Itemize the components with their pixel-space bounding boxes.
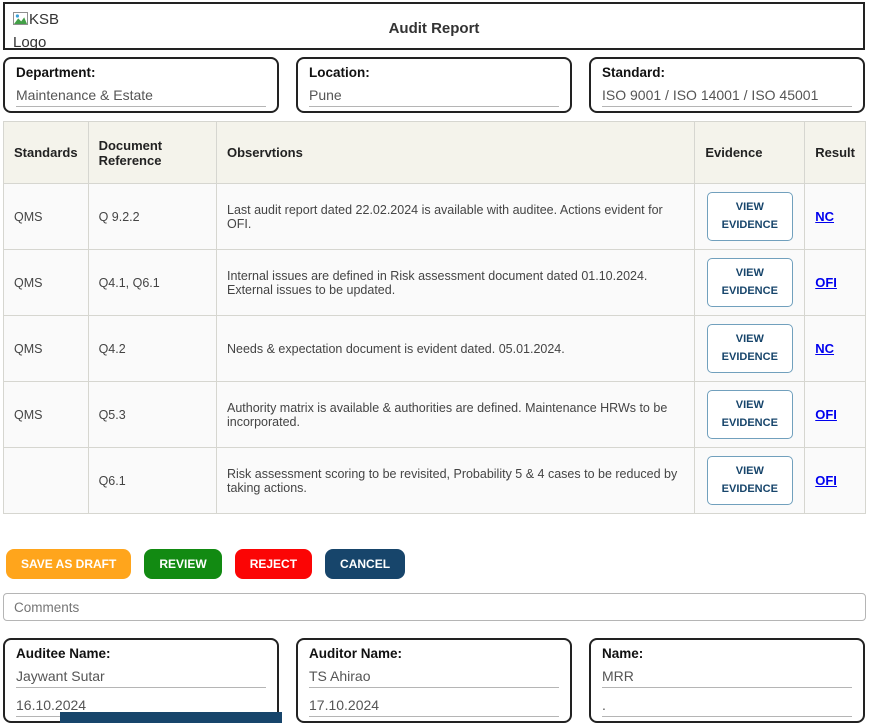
doc-ref-cell: Q 9.2.2 xyxy=(88,184,216,250)
auditee-name-input[interactable] xyxy=(16,666,266,688)
standard-fieldset: Standard: xyxy=(589,57,865,113)
result-link[interactable]: NC xyxy=(815,341,834,356)
page-title: Audit Report xyxy=(5,4,863,50)
comments-input[interactable] xyxy=(3,593,866,621)
auditor-fieldset: Auditor Name: xyxy=(296,638,572,723)
view-evidence-button[interactable]: VIEW EVIDENCE xyxy=(707,258,793,306)
info-fieldset-row: Department: Location: Standard: xyxy=(3,57,865,113)
doc-ref-cell: Q6.1 xyxy=(88,448,216,514)
reviewer-name-input[interactable] xyxy=(602,666,852,688)
doc-ref-cell: Q4.2 xyxy=(88,316,216,382)
department-input[interactable] xyxy=(16,85,266,107)
reviewer-fieldset: Name: xyxy=(589,638,865,723)
standard-cell: QMS xyxy=(4,316,89,382)
table-row: QMS Q 9.2.2 Last audit report dated 22.0… xyxy=(4,184,866,250)
view-evidence-button[interactable]: VIEW EVIDENCE xyxy=(707,456,793,504)
table-row: QMS Q5.3 Authority matrix is available &… xyxy=(4,382,866,448)
review-button[interactable]: REVIEW xyxy=(144,549,221,579)
result-link[interactable]: OFI xyxy=(815,407,837,422)
location-label: Location: xyxy=(309,65,559,80)
observation-cell: Last audit report dated 22.02.2024 is av… xyxy=(217,184,695,250)
department-label: Department: xyxy=(16,65,266,80)
doc-ref-cell: Q5.3 xyxy=(88,382,216,448)
standard-cell xyxy=(4,448,89,514)
header-evidence: Evidence xyxy=(695,122,805,184)
signature-fieldset-row: Auditee Name: Auditor Name: Name: xyxy=(3,638,865,723)
table-row: QMS Q4.2 Needs & expectation document is… xyxy=(4,316,866,382)
observation-cell: Authority matrix is available & authorit… xyxy=(217,382,695,448)
standard-cell: QMS xyxy=(4,250,89,316)
standard-input[interactable] xyxy=(602,85,852,107)
table-header-row: Standards Document Reference Observtions… xyxy=(4,122,866,184)
header-standards: Standards xyxy=(4,122,89,184)
bottom-scrollbar[interactable] xyxy=(60,712,282,723)
auditor-date-input[interactable] xyxy=(309,695,559,717)
observation-cell: Internal issues are defined in Risk asse… xyxy=(217,250,695,316)
header-observations: Observtions xyxy=(217,122,695,184)
reviewer-name-label: Name: xyxy=(602,646,852,661)
standard-label: Standard: xyxy=(602,65,852,80)
auditee-fieldset: Auditee Name: xyxy=(3,638,279,723)
action-button-row: SAVE AS DRAFT REVIEW REJECT CANCEL xyxy=(6,549,881,579)
view-evidence-button[interactable]: VIEW EVIDENCE xyxy=(707,324,793,372)
doc-ref-cell: Q4.1, Q6.1 xyxy=(88,250,216,316)
view-evidence-button[interactable]: VIEW EVIDENCE xyxy=(707,390,793,438)
location-input[interactable] xyxy=(309,85,559,107)
location-fieldset: Location: xyxy=(296,57,572,113)
audit-report-page: KSB Logo Audit Report Department: Locati… xyxy=(0,0,881,723)
observation-cell: Risk assessment scoring to be revisited,… xyxy=(217,448,695,514)
observation-cell: Needs & expectation document is evident … xyxy=(217,316,695,382)
standard-cell: QMS xyxy=(4,382,89,448)
observations-table: Standards Document Reference Observtions… xyxy=(3,121,866,514)
result-link[interactable]: OFI xyxy=(815,473,837,488)
table-row: QMS Q4.1, Q6.1 Internal issues are defin… xyxy=(4,250,866,316)
reviewer-date-input[interactable] xyxy=(602,695,852,717)
auditor-name-label: Auditor Name: xyxy=(309,646,559,661)
save-as-draft-button[interactable]: SAVE AS DRAFT xyxy=(6,549,131,579)
report-header: KSB Logo Audit Report xyxy=(3,2,865,50)
auditee-name-label: Auditee Name: xyxy=(16,646,266,661)
standard-cell: QMS xyxy=(4,184,89,250)
department-fieldset: Department: xyxy=(3,57,279,113)
header-result: Result xyxy=(805,122,866,184)
view-evidence-button[interactable]: VIEW EVIDENCE xyxy=(707,192,793,240)
reject-button[interactable]: REJECT xyxy=(235,549,312,579)
cancel-button[interactable]: CANCEL xyxy=(325,549,405,579)
auditor-name-input[interactable] xyxy=(309,666,559,688)
result-link[interactable]: NC xyxy=(815,209,834,224)
result-link[interactable]: OFI xyxy=(815,275,837,290)
header-doc-reference: Document Reference xyxy=(88,122,216,184)
table-row: Q6.1 Risk assessment scoring to be revis… xyxy=(4,448,866,514)
